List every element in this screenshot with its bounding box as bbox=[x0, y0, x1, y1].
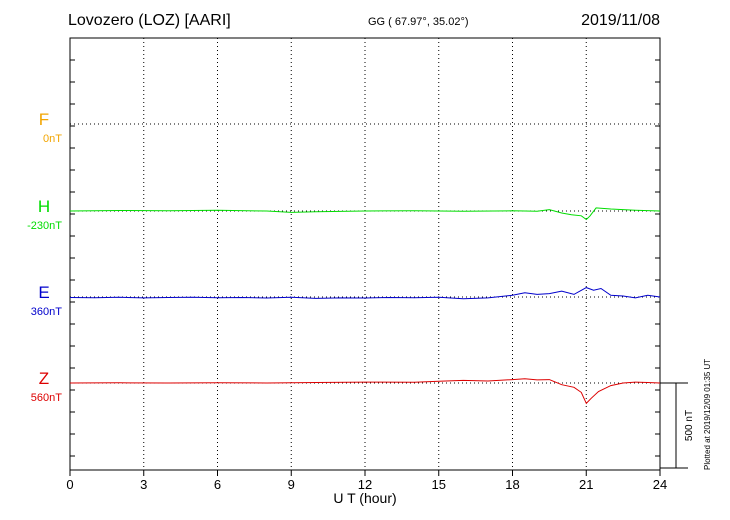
series-baseline-E: 360nT bbox=[31, 306, 62, 318]
x-tick-label: 6 bbox=[214, 477, 221, 492]
series-name-E: E bbox=[38, 283, 49, 302]
x-tick-label: 0 bbox=[66, 477, 73, 492]
x-tick-label: 9 bbox=[288, 477, 295, 492]
x-tick-label: 3 bbox=[140, 477, 147, 492]
series-line-Z bbox=[69, 378, 661, 405]
series-baseline-Z: 560nT bbox=[31, 392, 62, 404]
station-title: Lovozero (LOZ) [AARI] bbox=[68, 12, 231, 29]
series-baseline-F: 0nT bbox=[43, 133, 62, 145]
x-axis-label: U T (hour) bbox=[333, 490, 396, 506]
series-name-F: F bbox=[39, 110, 49, 129]
x-tick-label: 24 bbox=[653, 477, 667, 492]
label-layer: F 0nT H -230nT E 360nT Z 560nT bbox=[27, 110, 62, 404]
x-tick-label: 15 bbox=[432, 477, 446, 492]
x-tick-label: 21 bbox=[579, 477, 593, 492]
series-baseline-H: -230nT bbox=[27, 220, 62, 232]
series-line-E bbox=[69, 287, 661, 300]
x-tick-label: 18 bbox=[505, 477, 519, 492]
date-label: 2019/11/08 bbox=[581, 12, 660, 29]
series-layer bbox=[69, 207, 661, 405]
grid-layer bbox=[70, 38, 660, 470]
series-line-H bbox=[69, 207, 661, 221]
coordinates-label: GG ( 67.97°, 35.02°) bbox=[368, 16, 469, 28]
x-tick-label: 12 bbox=[358, 477, 372, 492]
series-name-H: H bbox=[38, 197, 50, 216]
scale-bar: 500 nT bbox=[660, 382, 695, 469]
tick-layer: 0 3 6 9 12 15 18 21 24 bbox=[66, 59, 667, 492]
scale-bar-label: 500 nT bbox=[684, 410, 695, 441]
series-name-Z: Z bbox=[39, 369, 49, 388]
